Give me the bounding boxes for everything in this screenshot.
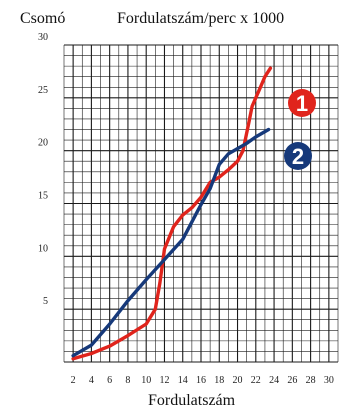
x-axis-label: Fordulatszám [148, 392, 236, 409]
x-tick-label: 22 [251, 375, 261, 386]
series-badge-label-2: 2 [292, 144, 304, 169]
x-tick-label: 12 [159, 375, 169, 386]
y-tick-label: 15 [38, 191, 48, 202]
x-tick-label: 28 [306, 375, 316, 386]
x-tick-label: 6 [107, 375, 112, 386]
y-tick-label: 10 [38, 243, 48, 254]
y-tick-label: 20 [38, 138, 48, 149]
series-badge-label-1: 1 [296, 91, 308, 116]
chart-title: Fordulatszám/perc x 1000 [117, 10, 285, 27]
x-tick-label: 8 [125, 375, 130, 386]
x-tick-label: 18 [214, 375, 224, 386]
x-tick-label: 20 [233, 375, 243, 386]
series-line-1 [71, 66, 273, 361]
x-tick-label: 14 [178, 375, 188, 386]
x-tick-label: 24 [269, 375, 279, 386]
series-badge-1 [288, 89, 316, 117]
y-tick-label: 5 [43, 296, 48, 307]
y-tick-label: 25 [38, 85, 48, 96]
series-line-2 [71, 127, 271, 358]
y-tick-label: 30 [38, 32, 48, 43]
x-tick-label: 2 [71, 375, 76, 386]
y-axis-label: Csomó [20, 10, 66, 27]
x-tick-label: 10 [141, 375, 151, 386]
x-tick-label: 4 [89, 375, 94, 386]
x-tick-label: 16 [196, 375, 206, 386]
x-tick-label: 26 [287, 375, 297, 386]
x-tick-label: 30 [324, 375, 334, 386]
series-badge-2 [284, 142, 312, 170]
